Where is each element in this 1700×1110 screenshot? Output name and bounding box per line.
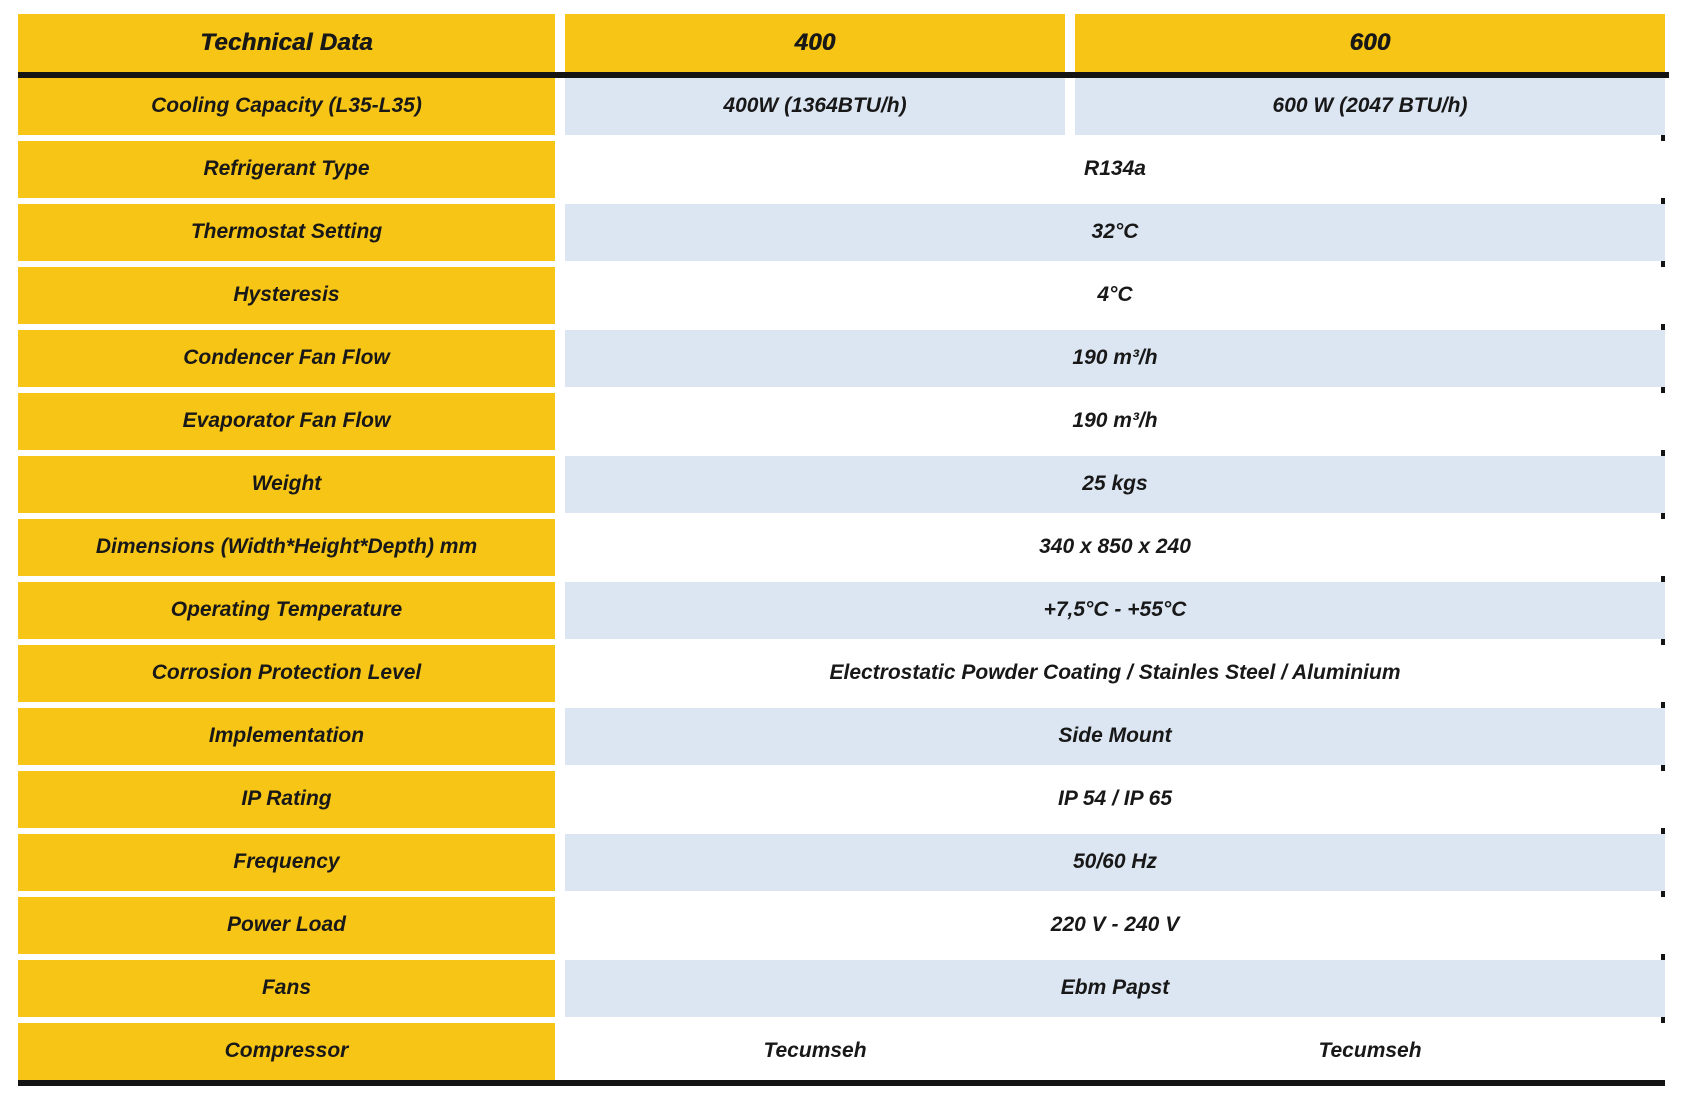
value-cell-merged: R134a <box>565 141 1665 198</box>
value-cell-merged: 340 x 850 x 240 <box>565 519 1665 576</box>
row-label: Implementation <box>18 708 555 765</box>
table-row: Corrosion Protection Level Electrostatic … <box>18 645 1665 702</box>
table-row: Hysteresis 4°C <box>18 267 1665 324</box>
value-cell-merged: +7,5°C - +55°C <box>565 582 1665 639</box>
header-divider-line <box>18 72 1669 78</box>
row-label: Refrigerant Type <box>18 141 555 198</box>
table-body: Cooling Capacity (L35-L35) 400W (1364BTU/… <box>18 78 1665 1086</box>
table-row: Cooling Capacity (L35-L35) 400W (1364BTU/… <box>18 78 1665 135</box>
row-label: Condencer Fan Flow <box>18 330 555 387</box>
table-header-row: Technical Data 400 600 <box>18 14 1669 72</box>
technical-data-table: Technical Data 400 600 Cooling Capacity … <box>18 14 1669 1086</box>
table-row: Condencer Fan Flow 190 m³/h <box>18 330 1665 387</box>
model-400-label: 400 <box>794 29 836 57</box>
row-label: Power Load <box>18 897 555 954</box>
value-cell-400: Tecumseh <box>565 1023 1065 1080</box>
row-label: Dimensions (Width*Height*Depth) mm <box>18 519 555 576</box>
row-label: Cooling Capacity (L35-L35) <box>18 78 555 135</box>
header-technical-data: Technical Data <box>18 14 555 72</box>
model-600-label: 600 <box>1349 29 1391 57</box>
table-row: Weight 25 kgs <box>18 456 1665 513</box>
value-cell-600: Tecumseh <box>1075 1023 1665 1080</box>
table-row: Frequency 50/60 Hz <box>18 834 1665 891</box>
table-row: Dimensions (Width*Height*Depth) mm 340 x … <box>18 519 1665 576</box>
value-cell-merged: 190 m³/h <box>565 330 1665 387</box>
row-label: Hysteresis <box>18 267 555 324</box>
row-label: Operating Temperature <box>18 582 555 639</box>
table-title: Technical Data <box>200 29 373 57</box>
row-label: Evaporator Fan Flow <box>18 393 555 450</box>
value-cell-400: 400W (1364BTU/h) <box>565 78 1065 135</box>
value-cell-merged: 190 m³/h <box>565 393 1665 450</box>
header-model-400: 400 <box>565 14 1065 72</box>
row-label: IP Rating <box>18 771 555 828</box>
table-row: Refrigerant Type R134a <box>18 141 1665 198</box>
table-row: Evaporator Fan Flow 190 m³/h <box>18 393 1665 450</box>
row-label: Frequency <box>18 834 555 891</box>
row-label: Weight <box>18 456 555 513</box>
row-label: Compressor <box>18 1023 555 1080</box>
row-label: Fans <box>18 960 555 1017</box>
table-row: Operating Temperature +7,5°C - +55°C <box>18 582 1665 639</box>
table-row: Fans Ebm Papst <box>18 960 1665 1017</box>
header-model-600: 600 <box>1075 14 1665 72</box>
table-row: IP Rating IP 54 / IP 65 <box>18 771 1665 828</box>
value-cell-merged: Electrostatic Powder Coating / Stainles … <box>565 645 1665 702</box>
value-cell-merged: Side Mount <box>565 708 1665 765</box>
value-cell-merged: Ebm Papst <box>565 960 1665 1017</box>
row-label: Thermostat Setting <box>18 204 555 261</box>
value-cell-merged: 4°C <box>565 267 1665 324</box>
value-cell-merged: 32°C <box>565 204 1665 261</box>
table-row: Thermostat Setting 32°C <box>18 204 1665 261</box>
value-cell-merged: 25 kgs <box>565 456 1665 513</box>
value-cell-600: 600 W (2047 BTU/h) <box>1075 78 1665 135</box>
value-cell-merged: 220 V - 240 V <box>565 897 1665 954</box>
value-cell-merged: 50/60 Hz <box>565 834 1665 891</box>
table-row: Implementation Side Mount <box>18 708 1665 765</box>
table-row: Power Load 220 V - 240 V <box>18 897 1665 954</box>
value-cell-merged: IP 54 / IP 65 <box>565 771 1665 828</box>
table-row: Compressor Tecumseh Tecumseh <box>18 1023 1665 1080</box>
row-label: Corrosion Protection Level <box>18 645 555 702</box>
